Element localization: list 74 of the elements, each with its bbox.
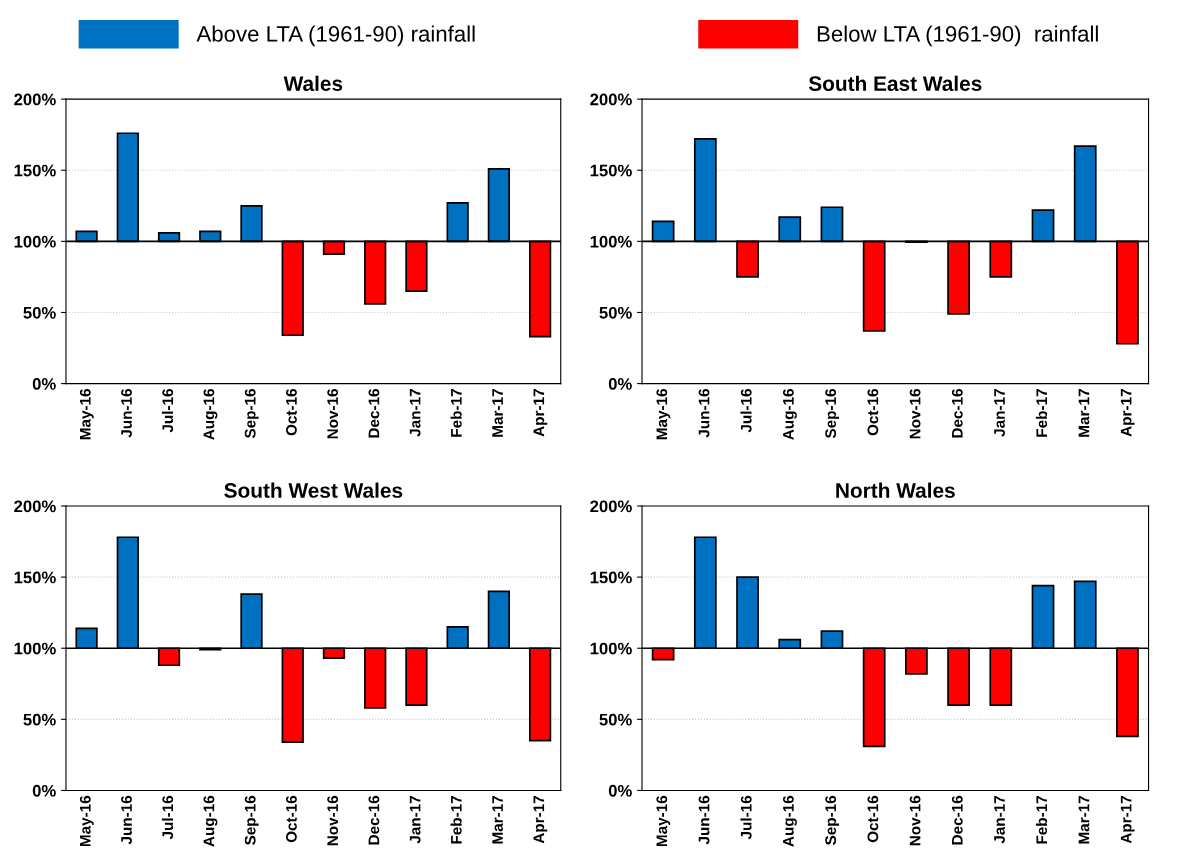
x-tick-label: Aug-16 (203, 389, 218, 440)
x-tick-label: Jul-16 (161, 389, 174, 433)
legend-label: Below LTA (1961-90) rainfall (817, 25, 1098, 47)
x-tick-label: Aug-16 (203, 795, 218, 847)
x-tick-label: Jul-16 (161, 795, 174, 840)
x-tick-label: Jul-16 (740, 389, 752, 433)
x-tick-label: May-16 (79, 389, 94, 440)
y-tick-label: 200% (14, 500, 56, 513)
x-tick-label: Nov-16 (327, 389, 339, 439)
x-tick-label: Sep-16 (825, 795, 840, 845)
y-tick-label: 100% (14, 235, 56, 248)
x-tick-label: Mar-17 (1078, 389, 1090, 437)
x-tick-label: Jan-17 (994, 795, 1005, 844)
x-tick-label: Oct-16 (286, 795, 297, 843)
x-tick-label: Sep-16 (825, 389, 840, 439)
x-tick-label: Jan-17 (994, 389, 1005, 437)
y-tick-label: 0% (32, 377, 56, 390)
x-tick-label: Sep-16 (244, 795, 259, 845)
y-tick-label: 150% (590, 164, 632, 177)
chart-title: South East Wales (808, 75, 982, 91)
y-tick-label: 200% (14, 93, 56, 106)
y-tick-label: 100% (14, 642, 56, 655)
x-tick-label: Apr-17 (533, 795, 548, 844)
x-tick-label: May-16 (79, 795, 94, 847)
y-tick-label: 200% (590, 93, 632, 106)
y-tick-label: 50% (599, 713, 632, 726)
x-tick-label: Apr-17 (533, 389, 548, 437)
x-tick-label: Sep-16 (244, 389, 259, 439)
x-tick-label: Nov-16 (327, 795, 339, 846)
x-tick-label: Jan-17 (409, 795, 421, 844)
x-tick-label: Jan-17 (409, 389, 421, 437)
y-tick-label: 150% (590, 571, 632, 584)
y-tick-label: 200% (590, 500, 632, 513)
x-tick-label: Dec-16 (951, 389, 963, 438)
x-tick-label: Jun-16 (698, 389, 710, 438)
x-tick-label: Nov-16 (909, 795, 921, 846)
x-tick-label: Dec-16 (368, 795, 380, 845)
y-tick-label: 0% (32, 784, 56, 797)
y-tick-label: 150% (14, 571, 56, 584)
x-tick-label: May-16 (656, 795, 671, 847)
y-tick-label: 100% (590, 642, 632, 655)
x-tick-label: Feb-17 (1035, 795, 1048, 844)
x-tick-label: Dec-16 (368, 389, 380, 438)
chart-title: South West Wales (224, 482, 403, 498)
x-tick-label: Oct-16 (867, 389, 879, 436)
y-tick-label: 150% (14, 164, 56, 177)
x-tick-label: Aug-16 (782, 389, 797, 440)
x-tick-label: Apr-17 (1120, 795, 1135, 844)
y-tick-label: 50% (23, 713, 56, 726)
x-tick-label: May-16 (656, 389, 671, 440)
x-tick-label: Feb-17 (450, 795, 462, 844)
x-tick-label: Mar-17 (1078, 795, 1090, 844)
legend-label: Above LTA (1961-90) rainfall (196, 25, 475, 47)
y-tick-label: 100% (590, 235, 632, 248)
x-tick-label: Jul-16 (740, 795, 752, 840)
x-tick-label: Oct-16 (286, 389, 297, 436)
y-tick-label: 50% (599, 306, 632, 319)
x-tick-label: Aug-16 (782, 795, 797, 847)
x-tick-label: Jun-16 (121, 795, 132, 845)
y-tick-label: 0% (608, 377, 632, 390)
x-tick-label: Dec-16 (951, 795, 963, 845)
x-tick-label: Oct-16 (867, 795, 879, 843)
x-tick-label: Jun-16 (698, 795, 710, 845)
x-tick-label: Mar-17 (492, 795, 503, 844)
chart-title: Wales (283, 75, 343, 91)
x-tick-label: Jun-16 (121, 389, 132, 438)
chart-title: North Wales (836, 482, 955, 498)
x-tick-label: Nov-16 (909, 389, 921, 439)
y-tick-label: 0% (608, 784, 632, 797)
x-tick-label: Feb-17 (1035, 389, 1048, 437)
x-tick-label: Feb-17 (450, 389, 462, 437)
x-tick-label: Mar-17 (492, 389, 503, 437)
y-tick-label: 50% (23, 306, 56, 319)
x-tick-label: Apr-17 (1120, 389, 1135, 437)
